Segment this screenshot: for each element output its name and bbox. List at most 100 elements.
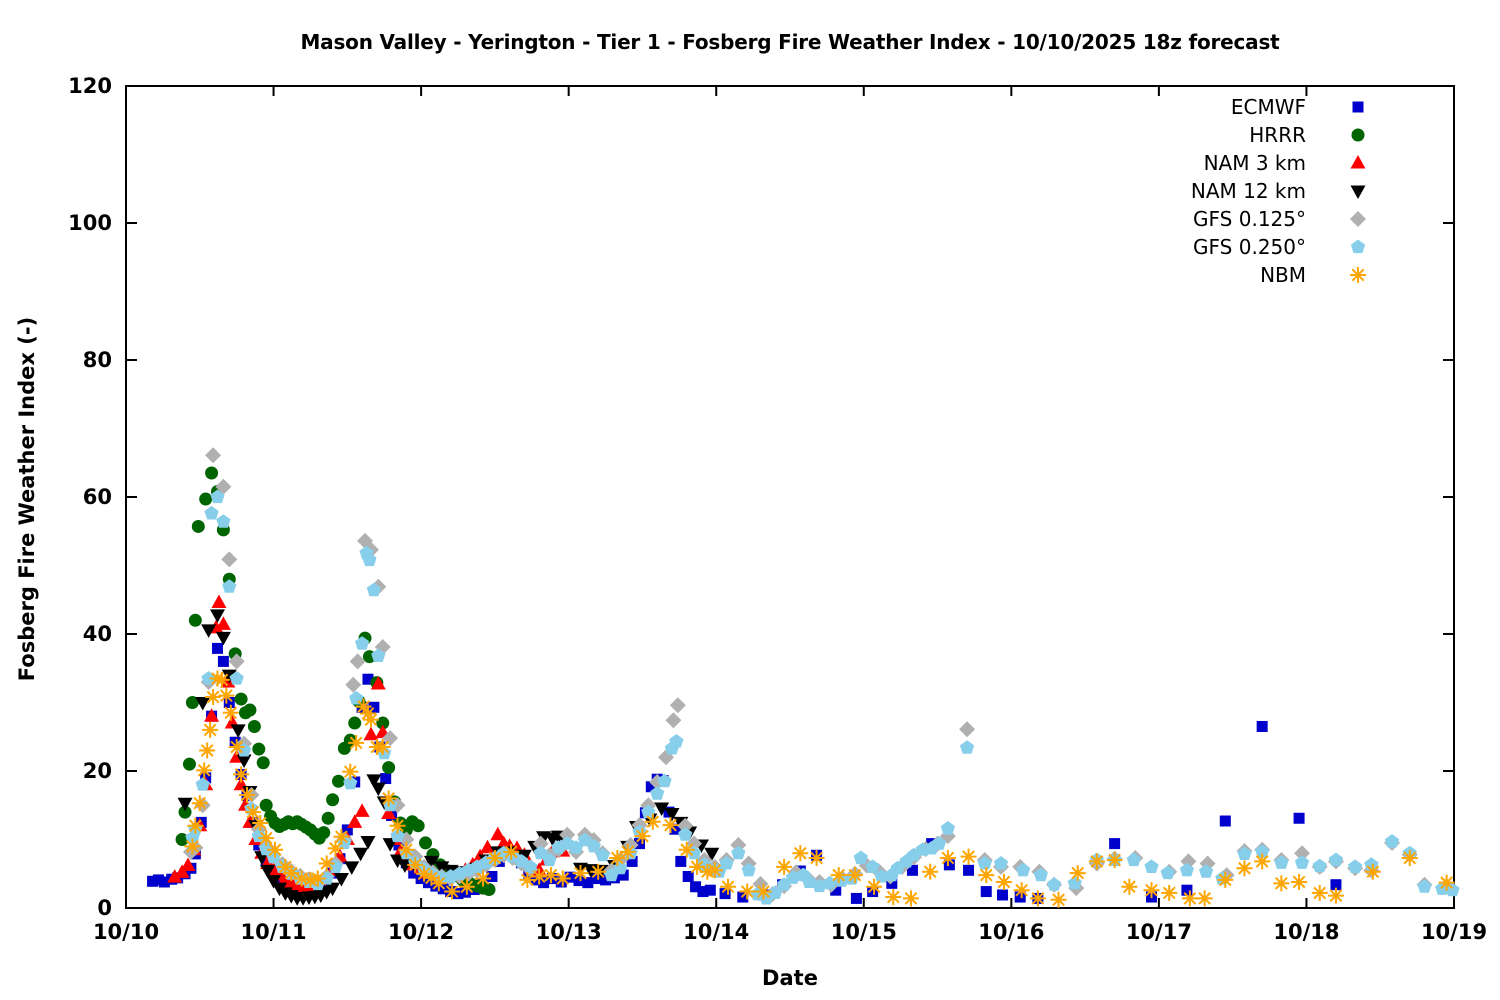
data-point	[363, 726, 379, 741]
y-tick-label: 100	[68, 211, 112, 235]
data-point	[158, 876, 170, 888]
data-point	[1254, 853, 1271, 870]
data-point	[199, 742, 216, 759]
diamond-marker-icon	[1350, 211, 1366, 227]
data-point	[204, 505, 219, 520]
data-point	[430, 875, 447, 892]
data-point	[1417, 879, 1432, 893]
data-point	[1312, 858, 1327, 873]
data-point	[644, 813, 661, 830]
legend-entry: GFS 0.125°	[1050, 205, 1410, 233]
data-point	[229, 736, 241, 748]
data-point	[486, 849, 503, 866]
series-gfs-0-125-	[182, 447, 1455, 903]
data-point	[362, 673, 374, 685]
data-point	[542, 852, 557, 867]
data-point	[1106, 852, 1123, 869]
data-point	[678, 841, 695, 858]
data-point	[697, 886, 709, 898]
data-point	[1294, 845, 1311, 862]
data-point	[230, 724, 246, 738]
data-point	[243, 703, 257, 717]
data-point	[380, 790, 397, 807]
data-point	[222, 704, 239, 721]
data-point	[341, 824, 353, 836]
pentagon-marker-icon	[1350, 239, 1366, 254]
data-point	[1293, 812, 1305, 824]
data-point	[1348, 859, 1363, 873]
data-point	[182, 757, 196, 771]
data-point	[344, 861, 360, 875]
data-point	[538, 877, 550, 889]
data-point	[252, 815, 269, 832]
data-point	[662, 817, 679, 834]
data-point	[218, 687, 235, 704]
data-point	[199, 492, 213, 506]
data-point	[1401, 849, 1418, 866]
data-point	[650, 786, 665, 800]
y-tick-label: 40	[82, 622, 112, 646]
data-point	[559, 826, 576, 843]
data-point	[228, 739, 245, 756]
data-point	[333, 828, 350, 845]
data-point	[345, 676, 362, 693]
x-tick-label: 10/11	[240, 920, 307, 944]
data-point	[939, 849, 956, 866]
data-point	[1330, 879, 1342, 891]
data-point	[591, 873, 603, 885]
data-point	[177, 797, 193, 812]
y-tick-label: 20	[82, 759, 112, 783]
x-tick-label: 10/19	[1420, 920, 1488, 944]
data-point	[665, 712, 682, 729]
data-point	[980, 886, 992, 898]
data-point	[184, 838, 201, 855]
legend-label: NAM 3 km	[1203, 151, 1306, 175]
data-point	[1050, 891, 1067, 908]
data-point	[258, 830, 275, 847]
data-point	[996, 889, 1008, 901]
data-point	[902, 890, 919, 907]
x-tick-label: 10/18	[1273, 920, 1340, 944]
data-point	[309, 870, 326, 887]
x-tick-label: 10/15	[830, 920, 897, 944]
data-point	[1121, 878, 1138, 895]
data-point	[215, 631, 231, 646]
data-point	[389, 817, 406, 834]
data-point	[321, 811, 335, 825]
data-point	[486, 870, 498, 882]
data-point	[349, 690, 364, 705]
data-point	[228, 653, 245, 670]
data-point	[422, 877, 434, 889]
square-marker-icon	[1352, 101, 1364, 113]
data-point	[215, 616, 231, 630]
data-point	[555, 876, 567, 888]
data-point	[1364, 863, 1381, 880]
data-point	[564, 871, 576, 883]
legend-entry: NBM	[1050, 261, 1410, 289]
data-point	[211, 642, 223, 654]
data-point	[221, 669, 237, 684]
data-point	[993, 856, 1009, 870]
data-point	[554, 870, 571, 887]
triangle-up-marker-icon	[1350, 155, 1366, 169]
data-point	[1126, 852, 1141, 867]
legend-entry: GFS 0.250°	[1050, 233, 1410, 261]
data-point	[586, 838, 601, 853]
data-point	[682, 870, 694, 882]
data-point	[366, 774, 382, 788]
data-point	[645, 781, 657, 793]
data-point	[259, 798, 273, 812]
data-point	[191, 795, 208, 812]
circle-marker-icon	[1351, 128, 1365, 142]
data-point	[411, 819, 425, 833]
data-point	[419, 836, 433, 850]
data-point	[353, 847, 369, 862]
data-point	[1327, 887, 1344, 904]
data-point	[1181, 890, 1198, 907]
data-point	[1217, 871, 1234, 888]
data-point	[1311, 884, 1328, 901]
x-tick-label: 10/16	[978, 920, 1045, 944]
data-point	[238, 786, 255, 803]
data-point	[1088, 853, 1105, 870]
